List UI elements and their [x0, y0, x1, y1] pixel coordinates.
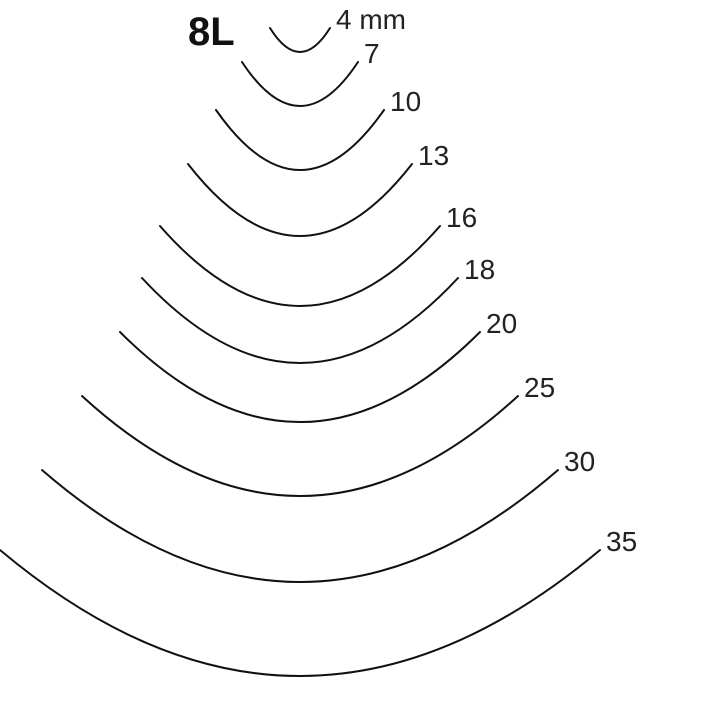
size-label: 4 mm: [336, 4, 406, 36]
sweep-arc: [160, 226, 440, 306]
size-label: 7: [364, 38, 380, 70]
arc-canvas: [0, 0, 712, 720]
size-label: 35: [606, 526, 637, 558]
sweep-arc: [0, 550, 600, 676]
sweep-arc: [270, 28, 330, 52]
sweep-arc: [82, 396, 518, 496]
size-label: 30: [564, 446, 595, 478]
sweep-arc: [188, 164, 412, 236]
size-label: 13: [418, 140, 449, 172]
sweep-arc: [216, 110, 384, 170]
size-label: 25: [524, 372, 555, 404]
size-label: 16: [446, 202, 477, 234]
size-label: 18: [464, 254, 495, 286]
sweep-arc: [142, 278, 458, 363]
size-label: 20: [486, 308, 517, 340]
sweep-arc: [242, 62, 358, 106]
sweep-arc: [42, 470, 558, 582]
diagram-stage: 8L 4 mm71013161820253035: [0, 0, 712, 720]
size-label: 10: [390, 86, 421, 118]
sweep-arc: [120, 332, 480, 422]
